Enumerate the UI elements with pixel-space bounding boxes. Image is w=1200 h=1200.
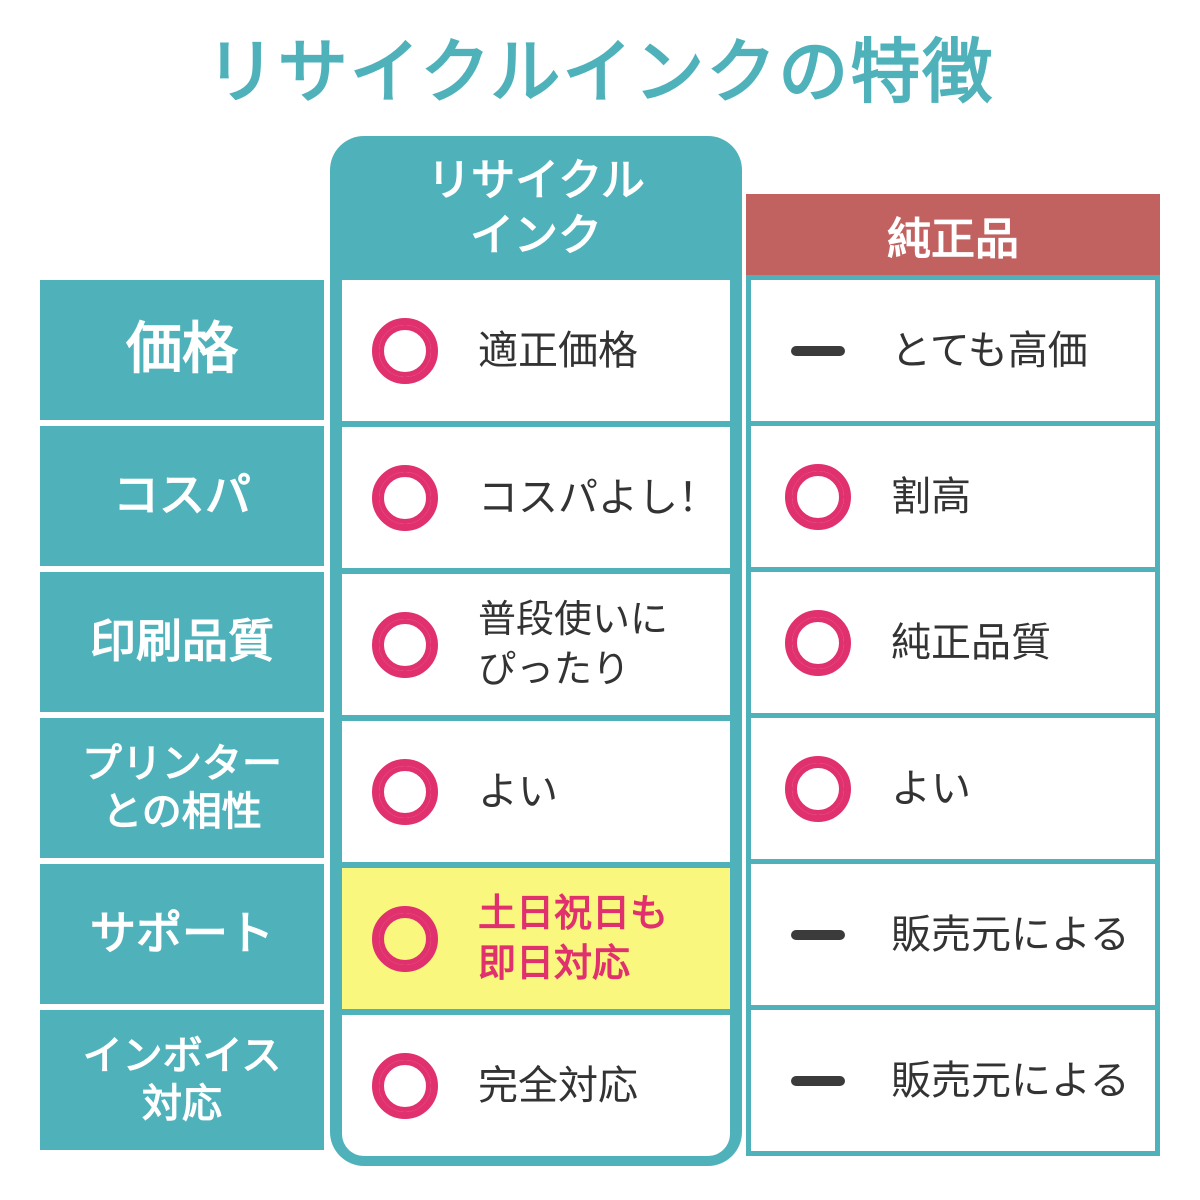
cell-recycled-price: 適正価格 xyxy=(342,280,730,421)
cell-text: 販売元による xyxy=(891,911,1130,958)
row-label-invoice: インボイス 対応 xyxy=(40,1010,324,1150)
cell-recycled-invoice: 完全対応 xyxy=(342,1015,730,1156)
cell-genuine-invoice: 販売元による xyxy=(751,1010,1155,1151)
row-label-support: サポート xyxy=(40,864,324,1004)
double-circle-mark-icon xyxy=(372,611,438,678)
cell-recycled-printer-compatibility: よい xyxy=(342,721,730,862)
cell-text: 完全対応 xyxy=(478,1062,638,1109)
column-recycled-ink: リサイクル インク 適正価格 コスパよし！ 普段使 xyxy=(330,136,742,1166)
row-label-text: コスパ xyxy=(113,468,251,523)
row-label-text: 対応 xyxy=(142,1081,222,1127)
header-line: インク xyxy=(470,210,602,261)
column-header-recycled-ink: リサイクル インク xyxy=(330,136,742,280)
row-label-text: インボイス xyxy=(82,1033,282,1079)
cell-recycled-support: 土日祝日も 即日対応 xyxy=(342,868,730,1009)
header-line: リサイクル xyxy=(427,155,645,206)
cell-text: 適正価格 xyxy=(478,327,638,374)
double-circle-mark-icon xyxy=(372,317,438,384)
row-label-price: 価格 xyxy=(40,280,324,420)
double-circle-mark-icon xyxy=(785,463,851,530)
header-text: 純正品 xyxy=(887,213,1019,265)
column-body-genuine: とても高価 割高 純正品質 よい 販売元による xyxy=(746,275,1160,1156)
double-circle-mark-icon xyxy=(372,905,438,972)
cell-text: 純正品質 xyxy=(891,619,1051,666)
double-circle-mark-icon xyxy=(372,464,438,531)
column-header-genuine: 純正品 xyxy=(746,194,1160,275)
cell-recycled-print-quality: 普段使いに ぴったり xyxy=(342,574,730,715)
row-label-text: との相性 xyxy=(102,789,262,835)
column-body-recycled-ink: 適正価格 コスパよし！ 普段使いに ぴったり xyxy=(342,280,730,1156)
cell-genuine-cost-performance: 割高 xyxy=(751,426,1155,567)
cell-genuine-support: 販売元による xyxy=(751,864,1155,1005)
double-circle-mark-icon xyxy=(372,758,438,825)
double-circle-mark-icon xyxy=(372,1052,438,1119)
cell-genuine-printer-compatibility: よい xyxy=(751,718,1155,859)
double-circle-mark-icon xyxy=(785,755,851,822)
page-title: リサイクルインクの特徴 xyxy=(205,31,995,113)
cell-text: コスパよし！ xyxy=(478,474,718,521)
row-label-cost-performance: コスパ xyxy=(40,426,324,566)
dash-mark-icon xyxy=(785,318,851,384)
cell-recycled-cost-performance: コスパよし！ xyxy=(342,427,730,568)
row-label-print-quality: 印刷品質 xyxy=(40,572,324,712)
cell-genuine-price: とても高価 xyxy=(751,280,1155,421)
cell-text: よい xyxy=(891,765,971,812)
row-label-text: 印刷品質 xyxy=(90,614,274,669)
dash-mark-icon xyxy=(785,902,851,968)
cell-text: 普段使いに ぴったり xyxy=(478,597,669,691)
row-label-text: サポート xyxy=(90,906,274,961)
dash-mark-icon xyxy=(785,1048,851,1114)
row-label-text: 価格 xyxy=(126,317,238,383)
row-label-text: プリンター xyxy=(82,741,282,787)
cell-text: よい xyxy=(478,768,558,815)
cell-text: 割高 xyxy=(891,473,971,520)
cell-text: 土日祝日も 即日対応 xyxy=(478,891,669,985)
double-circle-mark-icon xyxy=(785,609,851,676)
cell-text: 販売元による xyxy=(891,1057,1130,1104)
cell-text: とても高価 xyxy=(891,327,1088,374)
cell-genuine-print-quality: 純正品質 xyxy=(751,572,1155,713)
row-label-printer-compatibility: プリンター との相性 xyxy=(40,718,324,858)
